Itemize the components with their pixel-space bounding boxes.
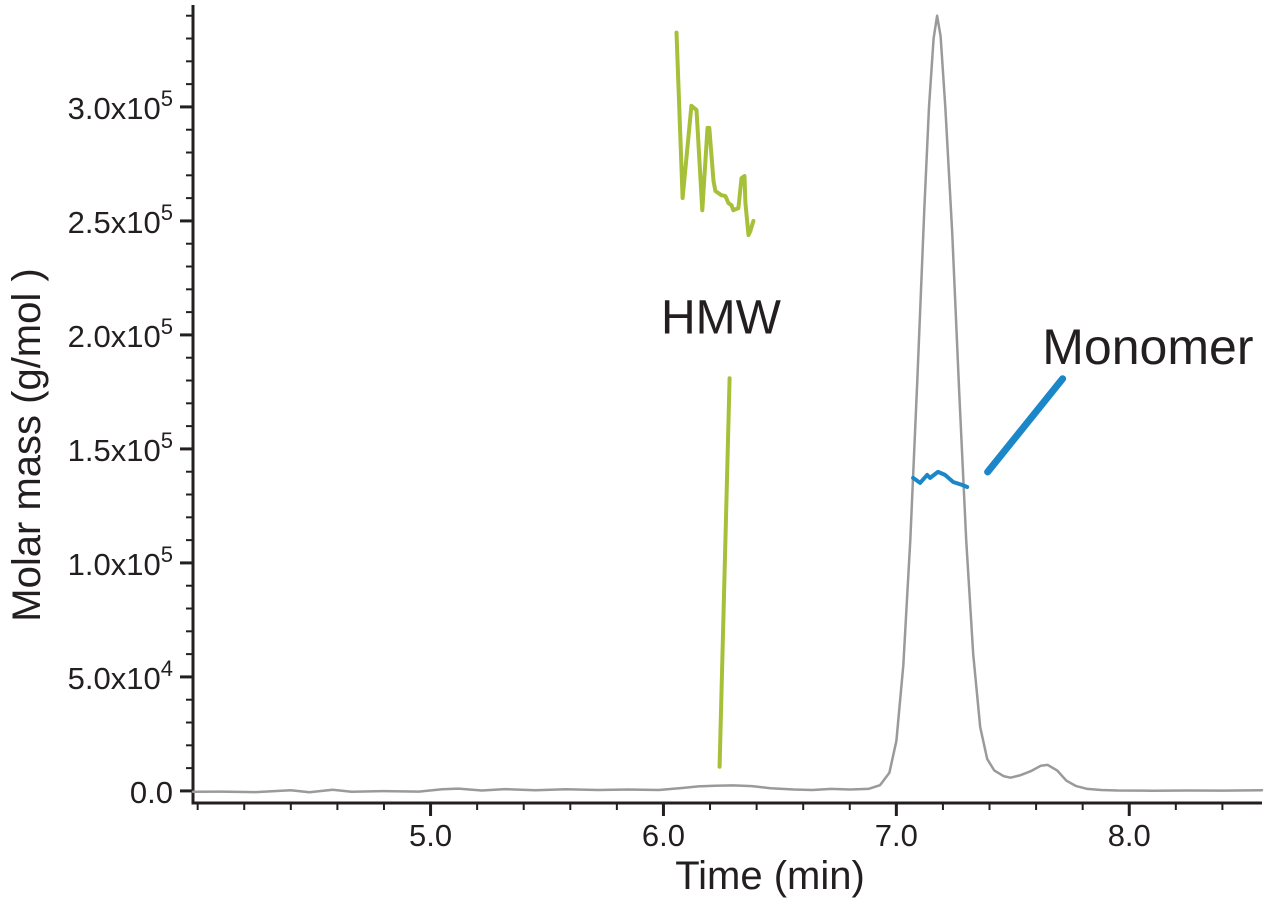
axis-ticks	[180, 14, 1224, 816]
series-uv-trace	[191, 14, 1264, 794]
x-tick-label: 7.0	[875, 818, 918, 853]
axes	[191, 5, 1262, 805]
y-tick-label: 2.5x105	[68, 200, 173, 240]
y-tick-label: 2.0x105	[68, 314, 173, 354]
annotation-line-hmw	[717, 376, 732, 769]
x-tick-label: 8.0	[1108, 818, 1151, 853]
series-traces	[191, 14, 1264, 794]
annotation-label-monomer: Monomer	[1042, 319, 1253, 375]
y-tick-label: 3.0x105	[68, 86, 173, 126]
annotation-label-hmw: HMW	[661, 292, 782, 345]
y-tick-label: 1.0x105	[68, 542, 173, 582]
x-tick-label: 5.0	[409, 818, 452, 853]
annotation-line-monomer	[984, 375, 1067, 476]
series-monomer-mass	[911, 469, 970, 489]
axis-lines	[191, 5, 1262, 805]
y-tick-label: 0.0	[130, 775, 173, 810]
axis-tick-labels: 5.0 6.0 7.0 8.0 0.0 5.0x104 1.0x105 1.5x105 2.0x…	[68, 86, 1151, 853]
y-tick-label: 5.0x104	[68, 656, 173, 696]
x-tick-label: 6.0	[642, 818, 685, 853]
series-hmw-mass	[674, 30, 756, 238]
x-axis-title: Time (min)	[675, 854, 865, 898]
y-tick-label: 1.5x105	[68, 428, 173, 468]
y-axis-title: Molar mass (g/mol )	[5, 268, 49, 621]
annotations: HMW Monomer	[661, 292, 1253, 769]
